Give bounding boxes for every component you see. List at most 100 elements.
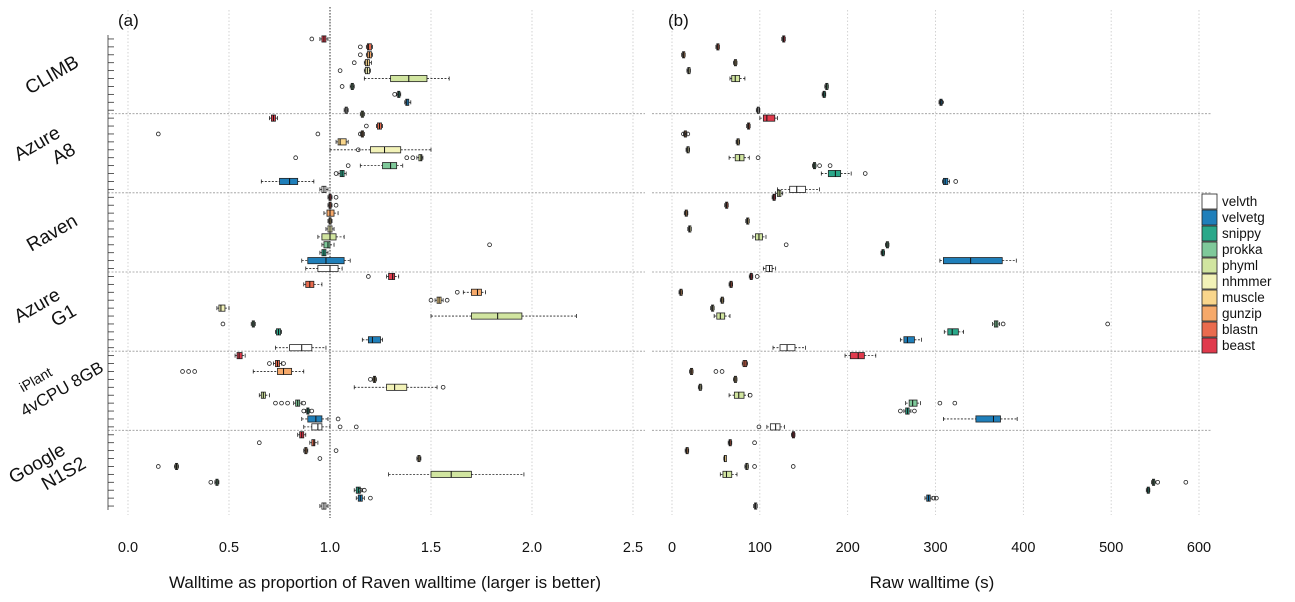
outlier-point [333, 448, 339, 453]
box-beast [309, 35, 329, 43]
box-body [418, 154, 423, 162]
legend-swatch-nhmmer [1201, 273, 1218, 290]
box-blastn [746, 122, 751, 130]
outlier-point [267, 361, 272, 366]
outlier-point [790, 464, 796, 469]
x-tick-label: 0.0 [118, 540, 138, 556]
box-blastn [727, 439, 757, 447]
box-gunzip [454, 288, 486, 296]
outlier-point [952, 400, 958, 406]
box-velvth [319, 502, 329, 510]
box-muscle [745, 217, 750, 225]
box-nhmmer [687, 225, 692, 233]
outlier-point [357, 131, 363, 137]
box-prokka [992, 320, 1110, 328]
box-prokka [321, 241, 492, 249]
outlier-point [783, 242, 789, 248]
legend-swatch-phyml [1201, 257, 1218, 274]
box-nhmmer [697, 383, 703, 391]
x-axis-label-b: Raw walltime (s) [870, 573, 995, 592]
box-body [289, 344, 313, 352]
box-prokka [345, 162, 404, 170]
box-snippy [880, 249, 885, 257]
outlier-point [273, 400, 278, 406]
outlier-point [937, 400, 943, 406]
box-muscle [327, 217, 333, 225]
box-velvth [772, 344, 806, 352]
box-blastn [267, 360, 286, 368]
box-muscle [719, 296, 725, 304]
outlier-point [1183, 479, 1189, 485]
box-blastn [364, 122, 383, 130]
box-beast [268, 114, 278, 122]
box-body [405, 98, 410, 106]
box-velvth [343, 106, 349, 114]
outlier-point [333, 171, 339, 176]
box-nhmmer [353, 383, 446, 391]
outlier-point [444, 297, 450, 303]
box-muscle [723, 455, 727, 463]
legend-swatch-prokka [1201, 241, 1218, 258]
outlier-point [364, 123, 369, 129]
box-gunzip [357, 51, 373, 59]
outlier-point [934, 495, 939, 501]
group-label-line: CLIMB [22, 52, 83, 99]
legend: velvthvelvetgsnippyprokkaphymlnhmmermusc… [1201, 193, 1272, 354]
outlier-point [339, 84, 345, 89]
legend-label-prokka: prokka [1222, 242, 1263, 257]
box-body [722, 470, 733, 478]
box-nhmmer [685, 146, 690, 154]
x-tick-label: 600 [1187, 540, 1211, 556]
box-phyml [317, 233, 345, 241]
legend-swatch-gunzip [1201, 305, 1218, 322]
box-velvetg [260, 177, 315, 185]
outlier-point [755, 155, 761, 161]
outlier-point [719, 369, 725, 374]
box-blastn [728, 280, 734, 288]
box-gunzip [689, 367, 725, 375]
box-beast [234, 352, 246, 360]
box-body [947, 328, 959, 336]
outlier-point [368, 377, 373, 382]
box-velvth [275, 344, 327, 352]
box-prokka [1151, 478, 1189, 486]
outlier-point [1155, 479, 1161, 485]
box-nhmmer [337, 67, 371, 75]
outlier-point [392, 92, 397, 97]
box-snippy [820, 170, 868, 178]
box-beast [781, 35, 786, 43]
outlier-point [156, 464, 161, 469]
panel-label-b: (b) [668, 11, 689, 30]
outlier-point [293, 155, 298, 161]
box-gunzip [683, 209, 689, 217]
box-body [277, 367, 293, 375]
box-blastn [357, 43, 373, 51]
outlier-point [366, 274, 371, 279]
box-snippy [301, 407, 315, 415]
box-gunzip [156, 130, 365, 138]
box-beast [297, 431, 307, 439]
legend-swatch-velvth [1201, 193, 1218, 210]
group-label: Raven [23, 211, 81, 257]
box-phyml [752, 233, 767, 241]
legend-swatch-blastn [1201, 321, 1218, 338]
box-body [317, 265, 339, 273]
outlier-point [440, 384, 446, 390]
box-velvetg [939, 257, 1017, 265]
box-body [279, 177, 299, 185]
box-prokka [339, 82, 355, 90]
box-prokka [208, 478, 220, 486]
legend-label-velvetg: velvetg [1222, 210, 1265, 225]
box-gunzip [678, 288, 683, 296]
outlier-point [355, 147, 361, 153]
box-muscle [735, 138, 741, 146]
outlier-point [1000, 321, 1006, 327]
box-velvth [762, 265, 777, 273]
box-snippy [275, 328, 282, 336]
legend-swatch-beast [1201, 337, 1218, 354]
box-blastn [256, 439, 319, 447]
x-tick-label: 200 [836, 540, 860, 556]
box-snippy [821, 90, 827, 98]
